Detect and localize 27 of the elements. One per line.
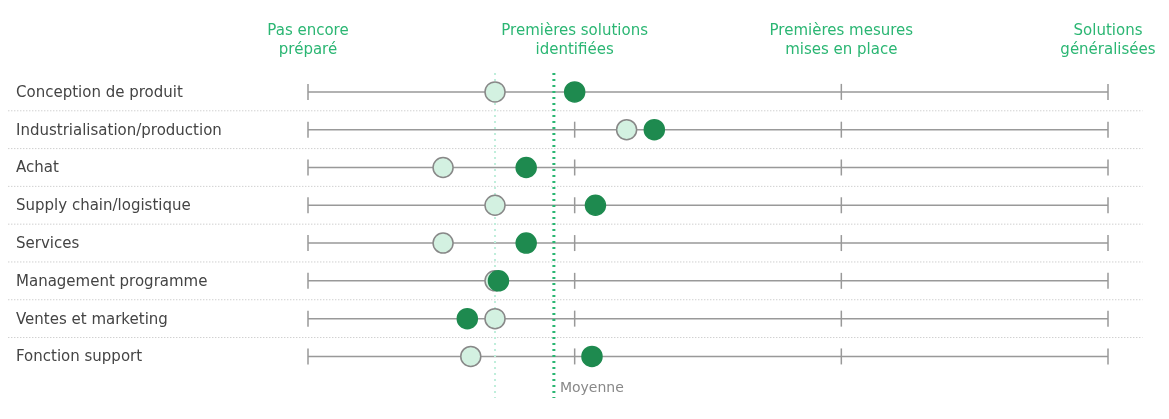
point [484, 81, 506, 103]
text: Premières solutions identifiées [501, 21, 649, 58]
point [581, 345, 603, 368]
text: Solutions généralisées [1060, 21, 1156, 58]
y-tick-label: Management programme [16, 271, 208, 290]
y-tick-label: Conception de produit [16, 82, 183, 101]
point [563, 81, 586, 103]
point [432, 156, 454, 179]
point [460, 345, 482, 368]
point [515, 232, 537, 254]
point [456, 307, 479, 330]
ref-line-label: Moyenne [559, 379, 624, 395]
y-tick-label: Industrialisation/production [16, 120, 222, 139]
point [615, 118, 638, 141]
text: Pas encore préparé [267, 21, 349, 58]
y-tick-label: Fonction support [16, 347, 143, 366]
y-tick-label: Achat [16, 158, 59, 177]
y-tick-label: Ventes et marketing [16, 309, 168, 328]
y-tick-label: Services [16, 234, 80, 253]
point [515, 156, 537, 179]
y-tick-label: Supply chain/logistique [16, 196, 191, 215]
point [484, 194, 506, 217]
point [584, 194, 607, 217]
point [643, 118, 666, 141]
point [484, 307, 506, 330]
text: Premières mesures mises en place [769, 21, 914, 58]
point [432, 232, 454, 254]
